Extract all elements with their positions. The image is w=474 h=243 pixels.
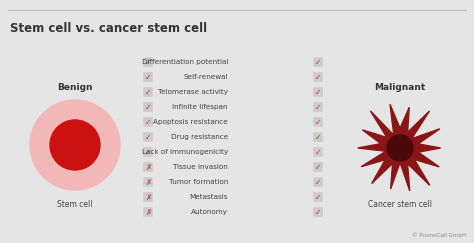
FancyBboxPatch shape	[313, 87, 323, 97]
FancyBboxPatch shape	[313, 72, 323, 82]
Text: Autonomy: Autonomy	[191, 209, 228, 215]
Text: ✓: ✓	[145, 132, 151, 141]
Text: ✓: ✓	[315, 132, 321, 141]
FancyBboxPatch shape	[143, 57, 153, 67]
Text: ✓: ✓	[315, 118, 321, 127]
Text: Infinite lifespan: Infinite lifespan	[173, 104, 228, 110]
Text: Malignant: Malignant	[374, 83, 426, 92]
FancyBboxPatch shape	[143, 72, 153, 82]
Text: ✓: ✓	[315, 208, 321, 217]
Text: ✓: ✓	[145, 103, 151, 112]
Text: ✗: ✗	[145, 163, 151, 172]
FancyBboxPatch shape	[143, 147, 153, 157]
Text: ✓: ✓	[315, 87, 321, 96]
FancyBboxPatch shape	[143, 192, 153, 202]
Text: Differentiation potential: Differentiation potential	[142, 59, 228, 65]
Text: ✓: ✓	[145, 148, 151, 156]
Text: ✓: ✓	[315, 192, 321, 201]
FancyBboxPatch shape	[313, 162, 323, 172]
Text: ✓: ✓	[315, 103, 321, 112]
Text: ✓: ✓	[315, 58, 321, 67]
Text: Tissue invasion: Tissue invasion	[173, 164, 228, 170]
Text: Self-renewal: Self-renewal	[183, 74, 228, 80]
Text: Tumor formation: Tumor formation	[169, 179, 228, 185]
Circle shape	[30, 100, 120, 190]
Text: Apoptosis resistance: Apoptosis resistance	[153, 119, 228, 125]
Text: Stem cell: Stem cell	[57, 200, 93, 209]
FancyBboxPatch shape	[143, 177, 153, 187]
FancyBboxPatch shape	[313, 57, 323, 67]
Text: Stem cell vs. cancer stem cell: Stem cell vs. cancer stem cell	[10, 22, 207, 35]
Text: © PromoCell GmbH: © PromoCell GmbH	[412, 233, 466, 238]
FancyBboxPatch shape	[313, 117, 323, 127]
FancyBboxPatch shape	[313, 132, 323, 142]
FancyBboxPatch shape	[143, 207, 153, 217]
Text: ✓: ✓	[145, 87, 151, 96]
Text: Lack of immunogenicity: Lack of immunogenicity	[142, 149, 228, 155]
Polygon shape	[358, 104, 441, 191]
Text: ✓: ✓	[145, 72, 151, 81]
Circle shape	[50, 120, 100, 170]
Text: ✓: ✓	[315, 72, 321, 81]
FancyBboxPatch shape	[143, 87, 153, 97]
FancyBboxPatch shape	[313, 207, 323, 217]
Text: Telomerase activity: Telomerase activity	[158, 89, 228, 95]
Text: ✓: ✓	[145, 118, 151, 127]
FancyBboxPatch shape	[143, 117, 153, 127]
FancyBboxPatch shape	[313, 147, 323, 157]
FancyBboxPatch shape	[313, 102, 323, 112]
Text: Cancer stem cell: Cancer stem cell	[368, 200, 432, 209]
FancyBboxPatch shape	[143, 102, 153, 112]
Text: ✗: ✗	[145, 192, 151, 201]
Text: ✓: ✓	[315, 163, 321, 172]
Text: Metastasis: Metastasis	[190, 194, 228, 200]
Circle shape	[387, 135, 413, 161]
Text: Benign: Benign	[57, 83, 93, 92]
FancyBboxPatch shape	[313, 177, 323, 187]
FancyBboxPatch shape	[143, 132, 153, 142]
Text: Drug resistance: Drug resistance	[171, 134, 228, 140]
Text: ✓: ✓	[315, 148, 321, 156]
Text: ✓: ✓	[315, 177, 321, 186]
Text: ✓: ✓	[145, 58, 151, 67]
Text: ✗: ✗	[145, 177, 151, 186]
FancyBboxPatch shape	[143, 162, 153, 172]
Text: ✗: ✗	[145, 208, 151, 217]
FancyBboxPatch shape	[313, 192, 323, 202]
